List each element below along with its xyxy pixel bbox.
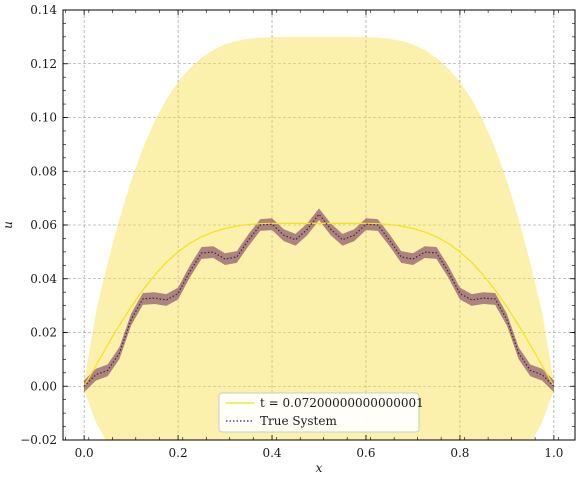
legend: t = 0.07200000000000001 True System — [218, 392, 424, 433]
x-tick-label: 0.2 — [169, 446, 188, 460]
y-tick-label: 0.12 — [30, 57, 57, 71]
yellow-uncertainty-band — [84, 36, 554, 440]
axis-ticks: 0.0 0.2 0.4 0.6 0.8 1.0 −0.02 0.00 0.02 0.04 0.06 0… — [20, 3, 575, 460]
x-tick-label: 1.0 — [544, 446, 563, 460]
x-tick-label: 0.6 — [356, 446, 375, 460]
x-tick-label: 0.0 — [75, 446, 94, 460]
y-tick-label: 0.02 — [30, 326, 57, 340]
y-tick-label: 0.10 — [30, 111, 57, 125]
y-tick-label: 0.00 — [30, 379, 57, 393]
legend-box — [218, 392, 420, 433]
y-tick-label: 0.06 — [30, 218, 57, 232]
y-tick-label: 0.14 — [30, 3, 57, 17]
x-tick-label: 0.8 — [450, 446, 469, 460]
x-tick-label: 0.4 — [262, 446, 281, 460]
uncertainty-bands — [84, 36, 554, 440]
x-axis-label: x — [316, 461, 323, 475]
y-tick-label: −0.02 — [20, 433, 57, 447]
y-tick-label: 0.08 — [30, 164, 57, 178]
series-line-t — [83, 222, 555, 387]
legend-label-true-system: True System — [260, 414, 337, 428]
y-tick-label: 0.04 — [30, 272, 57, 286]
y-axis-label: u — [1, 221, 15, 229]
purple-band — [84, 208, 554, 393]
series-lines — [83, 213, 555, 387]
legend-label-t: t = 0.07200000000000001 — [260, 396, 424, 410]
